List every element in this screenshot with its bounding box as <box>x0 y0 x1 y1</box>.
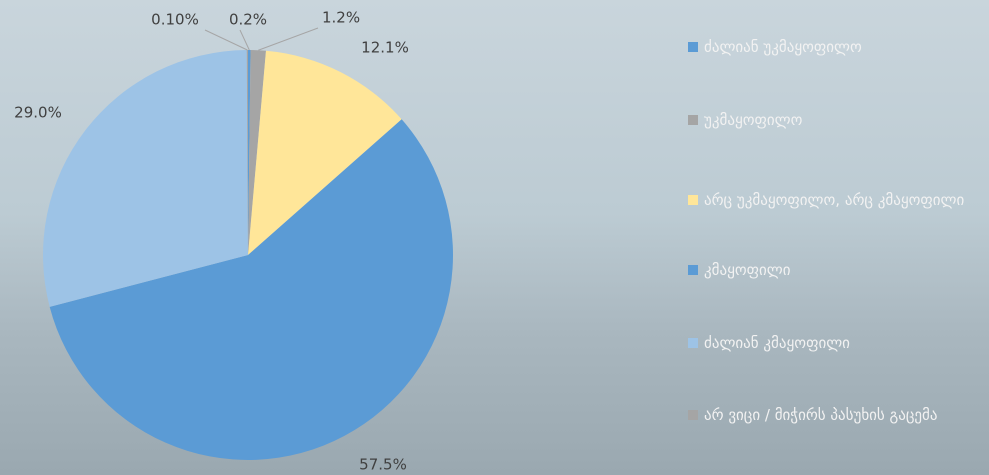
legend-label: ძალიან უკმაყოფილო <box>704 38 862 56</box>
legend-label: არ ვიცი / მიჭირს პასუხის გაცემა <box>704 406 938 424</box>
data-label: 12.1% <box>361 39 409 57</box>
leader-line <box>239 29 250 51</box>
data-label: 57.5% <box>359 456 407 474</box>
pie-slice <box>248 50 402 255</box>
data-label: 29.0% <box>14 104 62 122</box>
legend-label: კმაყოფილი <box>704 261 791 279</box>
legend-swatch <box>688 338 698 348</box>
legend-swatch <box>688 42 698 52</box>
pie-slice <box>49 119 454 461</box>
legend-item: უკმაყოფილო <box>688 108 983 132</box>
pie-slice <box>248 50 266 255</box>
legend-item: კმაყოფილი <box>688 258 983 282</box>
data-label: 1.2% <box>322 9 360 27</box>
chart: 0.2% 1.2%12.1% 57.5% 29.0% 0.10% <box>14 9 454 474</box>
legend-label: არც უკმაყოფილო, არც კმაყოფილი <box>704 191 965 209</box>
legend-item: ძალიან კმაყოფილი <box>688 331 983 355</box>
legend-swatch <box>688 410 698 420</box>
legend-swatch <box>688 265 698 275</box>
legend-item: არ ვიცი / მიჭირს პასუხის გაცემა <box>688 403 983 427</box>
data-label: 0.2% <box>229 11 267 29</box>
legend-label: ძალიან კმაყოფილი <box>704 334 850 352</box>
leader-line <box>258 27 319 51</box>
pie-slice <box>246 50 248 255</box>
legend-swatch <box>688 195 698 205</box>
legend-item: ძალიან უკმაყოფილო <box>688 35 983 59</box>
data-label: 0.10% <box>151 11 199 29</box>
legend-swatch <box>688 115 698 125</box>
legend-item: არც უკმაყოფილო, არც კმაყოფილი <box>688 188 983 212</box>
leader-line <box>204 29 248 51</box>
pie-slice <box>248 50 251 255</box>
legend-label: უკმაყოფილო <box>704 111 803 129</box>
pie-slice <box>42 50 248 307</box>
